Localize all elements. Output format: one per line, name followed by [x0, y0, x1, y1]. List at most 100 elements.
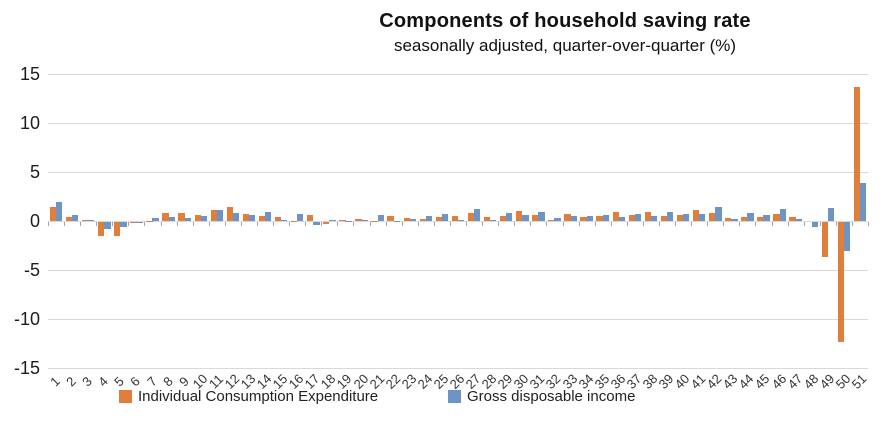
bar-gdi [409, 218, 417, 221]
bar-ice [725, 217, 732, 221]
bar-gdi [811, 222, 818, 227]
bar-ice [49, 207, 57, 221]
bar-ice [596, 215, 603, 221]
bar-ice [339, 219, 346, 221]
bar-ice [499, 215, 507, 221]
axis-tick [128, 222, 130, 226]
axis-tick [449, 222, 451, 226]
bar-gdi [827, 208, 835, 221]
bar-gdi [441, 214, 449, 221]
bar-ice [580, 216, 587, 221]
bar-gdi [104, 222, 111, 230]
bar-gdi [313, 222, 320, 225]
bar-ice [178, 212, 185, 221]
bar-gdi [618, 216, 626, 221]
bar-ice [628, 215, 635, 221]
bar-ice [548, 220, 555, 221]
bar-gdi [522, 214, 529, 221]
bar-gdi [859, 182, 867, 221]
axis-tick [369, 222, 371, 226]
bar-ice [483, 217, 491, 221]
bar-ice [307, 215, 314, 221]
bar-ice [114, 222, 121, 237]
bar-gdi [56, 202, 63, 221]
bar-ice [564, 213, 571, 221]
axis-tick [144, 222, 146, 226]
bar-gdi [779, 209, 786, 221]
gridline [48, 172, 868, 173]
bar-ice [403, 217, 410, 221]
axis-tick [546, 222, 548, 226]
legend-item-gdi: Gross disposable income [448, 388, 635, 405]
bar-gdi [795, 219, 802, 221]
bar-gdi [474, 208, 481, 221]
bar-gdi [297, 214, 304, 221]
axis-tick [80, 222, 82, 226]
bar-gdi [120, 222, 127, 228]
bar-gdi [538, 211, 545, 221]
bar-gdi [425, 215, 433, 221]
axis-tick [337, 222, 339, 226]
axis-tick [224, 222, 226, 226]
bar-gdi [152, 218, 159, 221]
bar-ice [81, 219, 89, 221]
bar-gdi [731, 218, 738, 221]
bar-ice [821, 222, 828, 258]
axis-tick [868, 222, 869, 226]
bar-ice [162, 213, 169, 221]
axis-tick [305, 222, 307, 226]
bar-ice [741, 216, 748, 221]
axis-tick [273, 222, 275, 226]
bar-ice [435, 216, 442, 221]
bar-ice [532, 215, 539, 221]
bar-ice [65, 216, 73, 221]
bar-gdi [248, 214, 256, 221]
axis-tick [64, 222, 66, 226]
y-tick-label: 0 [29, 211, 40, 231]
axis-tick [771, 222, 773, 226]
axis-tick [562, 222, 564, 226]
axis-tick [530, 222, 532, 226]
bar-ice [757, 216, 764, 221]
bar-gdi [72, 214, 79, 221]
legend-label-ice: Individual Consumption Expenditure [138, 388, 379, 405]
bar-gdi [457, 220, 465, 221]
gridline [48, 221, 868, 222]
axis-tick [755, 222, 757, 226]
axis-tick [289, 222, 291, 226]
bar-gdi [281, 220, 288, 221]
axis-tick [642, 222, 644, 226]
axis-tick [626, 222, 628, 226]
bar-ice [451, 215, 459, 221]
y-tick-label: 15 [19, 64, 40, 84]
bar-ice [258, 216, 266, 221]
legend-swatch-ice-icon [119, 390, 132, 403]
bar-gdi [88, 220, 95, 221]
axis-tick [803, 222, 805, 226]
axis-tick [578, 222, 580, 226]
bar-gdi [715, 207, 722, 221]
bar-ice [692, 210, 700, 221]
axis-tick [675, 222, 677, 226]
axis-tick [835, 222, 837, 226]
axis-tick [353, 222, 355, 226]
bar-ice [853, 86, 861, 221]
bar-ice [516, 211, 523, 221]
axis-tick [594, 222, 596, 226]
axis-tick [851, 222, 853, 226]
bar-ice [98, 222, 105, 236]
axis-tick [321, 222, 323, 226]
axis-tick [691, 222, 693, 226]
bar-ice [355, 218, 362, 221]
bar-ice [387, 215, 394, 221]
axis-tick [433, 222, 435, 226]
chart-title: Components of household saving rate [379, 10, 751, 32]
gridline [48, 270, 868, 271]
axis-tick [385, 222, 387, 226]
bar-gdi [699, 214, 706, 221]
y-tick-label: -15 [13, 358, 40, 378]
bar-gdi [683, 213, 690, 221]
axis-tick [466, 222, 468, 226]
axis-tick [401, 222, 403, 226]
bar-ice [789, 217, 796, 221]
